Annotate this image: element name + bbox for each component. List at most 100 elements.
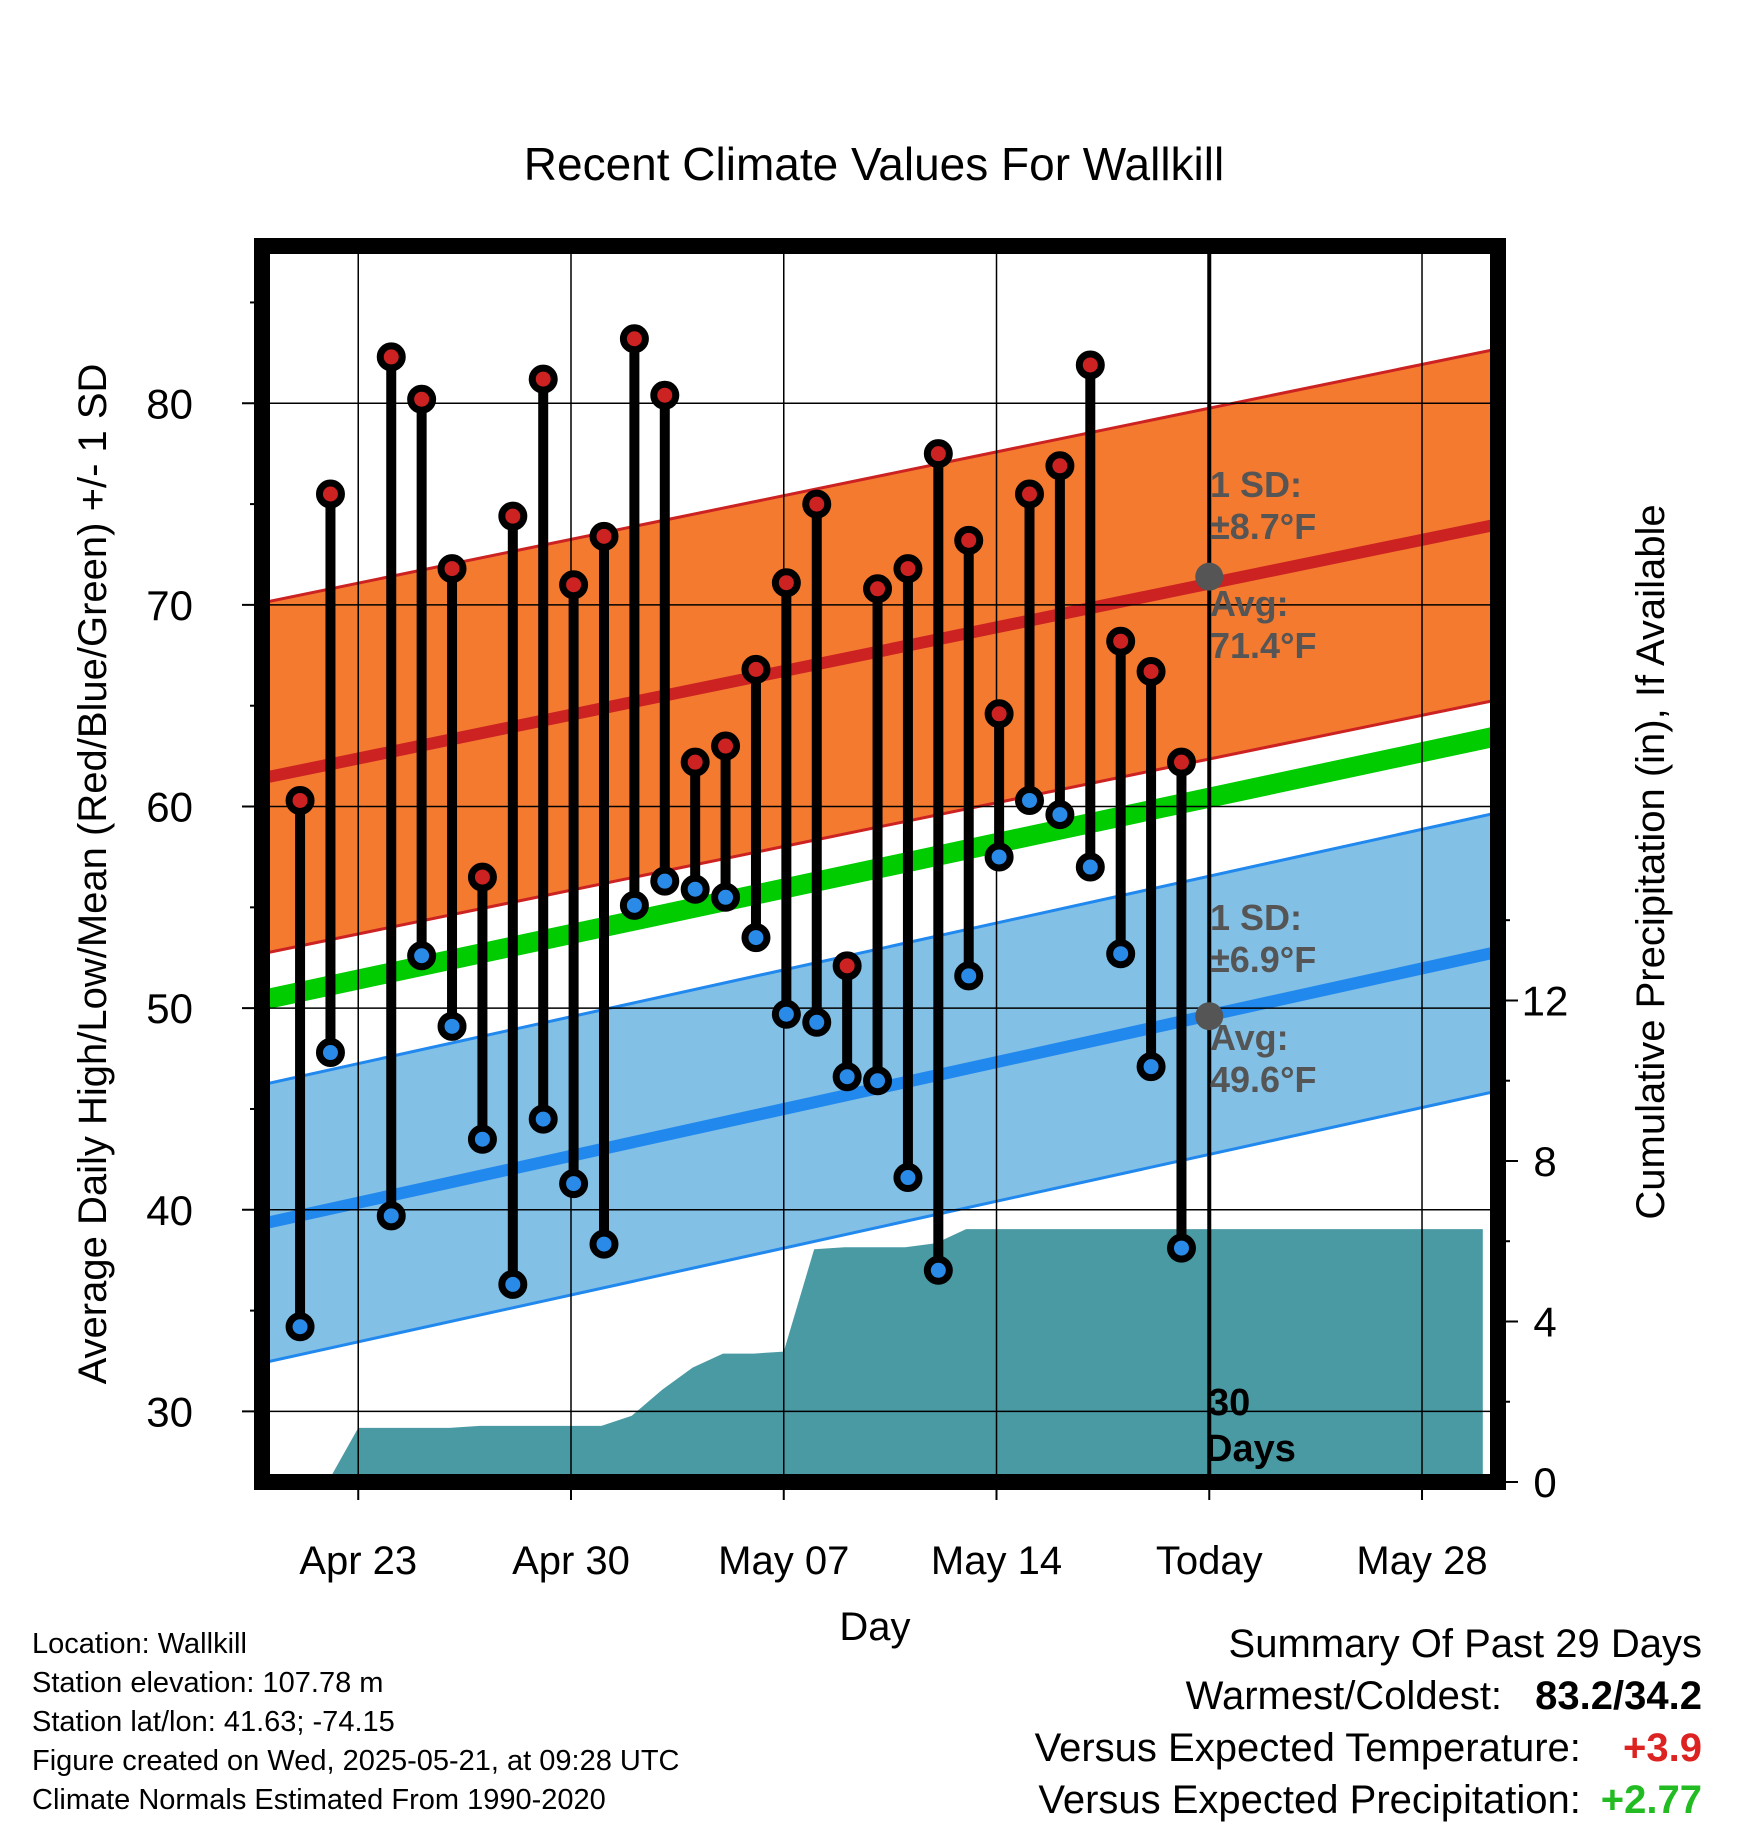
daily-high-point — [1075, 350, 1105, 380]
daily-low-point — [863, 1066, 893, 1096]
daily-low-point — [893, 1163, 923, 1193]
daily-low-point — [1015, 785, 1045, 815]
daily-high-point — [650, 380, 680, 410]
warmest-coldest-value: 83.2/34.2 — [1535, 1674, 1702, 1718]
low-average-annotation-line: 49.6°F — [1210, 1059, 1316, 1100]
x-tick-label: May 07 — [718, 1539, 849, 1583]
daily-high-point — [376, 342, 406, 372]
y-tick-label: 40 — [146, 1187, 193, 1234]
low-average-annotation-line: Avg: — [1210, 1017, 1289, 1058]
precipitation-departure-value: +2.77 — [1600, 1778, 1702, 1822]
daily-low-point — [589, 1229, 619, 1259]
y-axis-title: Average Daily High/Low/Mean (Red/Blue/Gr… — [71, 364, 115, 1385]
daily-high-point — [711, 731, 741, 761]
high-sd-annotation-line: 1 SD: — [1210, 464, 1302, 505]
y-tick-label: 50 — [146, 985, 193, 1032]
low-sd-annotation-line: ±6.9°F — [1210, 939, 1316, 980]
today-days-label: 30 Days — [1205, 1382, 1296, 1470]
daily-low-point — [1166, 1233, 1196, 1263]
daily-low-point — [741, 923, 771, 953]
daily-high-point — [619, 324, 649, 354]
daily-low-point — [1136, 1052, 1166, 1082]
low-sd-band-lower-edge — [262, 1089, 1498, 1365]
high-sd-band-upper-edge — [262, 347, 1498, 605]
daily-low-point — [984, 842, 1014, 872]
high-average-annotation: Avg: 71.4°F — [1210, 583, 1316, 666]
daily-high-point — [923, 439, 953, 469]
daily-low-point — [680, 874, 710, 904]
today-high-average-point — [1195, 562, 1224, 591]
created-text: Figure created on Wed, 2025-05-21, at 09… — [32, 1745, 680, 1777]
temperature-departure-label: Versus Expected Temperature: — [1034, 1726, 1581, 1770]
low-sd-annotation: 1 SD: ±6.9°F — [1210, 897, 1316, 980]
daily-low-point — [1045, 800, 1075, 830]
daily-low-point — [923, 1255, 953, 1285]
daily-low-point — [528, 1104, 558, 1134]
y-tick-label: 30 — [146, 1388, 193, 1435]
daily-low-point — [498, 1269, 528, 1299]
x-tick-label: Apr 23 — [299, 1539, 417, 1583]
x-tick-label: May 14 — [931, 1539, 1062, 1583]
daily-high-point — [771, 568, 801, 598]
daily-high-point — [437, 554, 467, 584]
daily-high-point — [832, 951, 862, 981]
daily-low-point — [467, 1124, 497, 1154]
daily-low-point — [1106, 939, 1136, 969]
latlon-text: Station lat/lon: 41.63; -74.15 — [32, 1706, 395, 1738]
right-y-tick-label: 12 — [1522, 977, 1569, 1024]
warmest-coldest-label: Warmest/Coldest: — [1185, 1674, 1503, 1718]
daily-high-point — [893, 554, 923, 584]
daily-low-point — [437, 1011, 467, 1041]
right-y-tick-label: 4 — [1533, 1298, 1556, 1345]
daily-high-point — [1136, 656, 1166, 686]
daily-low-point — [407, 941, 437, 971]
x-axis-title: Day — [839, 1605, 910, 1649]
daily-high-point — [1106, 626, 1136, 656]
data-marks — [285, 324, 1224, 1342]
daily-low-point — [650, 866, 680, 896]
daily-high-point — [407, 384, 437, 414]
low-average-annotation: Avg: 49.6°F — [1210, 1017, 1316, 1100]
normals-text: Climate Normals Estimated From 1990-2020 — [32, 1784, 606, 1816]
elevation-text: Station elevation: 107.78 m — [32, 1667, 384, 1699]
precipitation-departure-label: Versus Expected Precipitation: — [1038, 1778, 1581, 1822]
x-tick-label: Apr 30 — [512, 1539, 630, 1583]
daily-low-point — [1075, 852, 1105, 882]
axes: 30 40 50 60 70 80 0 4 8 12 Apr 23 Apr 30 May 07 May 1… — [71, 238, 1673, 1649]
summary-panel: Summary Of Past 29 Days Warmest/Coldest:… — [1035, 1618, 1702, 1826]
daily-high-point — [559, 570, 589, 600]
daily-low-point — [802, 1007, 832, 1037]
today-days-label-line: 30 — [1208, 1382, 1250, 1424]
daily-high-point — [528, 364, 558, 394]
daily-high-point — [863, 574, 893, 604]
right-y-tick-label: 0 — [1533, 1459, 1556, 1506]
y-tick-label: 80 — [146, 380, 193, 427]
daily-high-point — [741, 654, 771, 684]
daily-high-point — [315, 479, 345, 509]
daily-high-point — [680, 747, 710, 777]
daily-low-point — [285, 1312, 315, 1342]
location-text: Location: Wallkill — [32, 1628, 247, 1660]
daily-high-point — [285, 785, 315, 815]
daily-high-point — [589, 521, 619, 551]
daily-high-point — [1045, 451, 1075, 481]
precipitation-area — [327, 1229, 1483, 1482]
daily-low-point — [315, 1038, 345, 1068]
daily-high-point — [1166, 747, 1196, 777]
low-sd-annotation-line: 1 SD: — [1210, 897, 1302, 938]
daily-low-point — [376, 1201, 406, 1231]
daily-low-point — [619, 890, 649, 920]
daily-low-point — [559, 1169, 589, 1199]
daily-high-point — [954, 525, 984, 555]
today-low-average-point — [1195, 1002, 1224, 1031]
daily-low-point — [711, 882, 741, 912]
temperature-departure-value: +3.9 — [1623, 1726, 1702, 1770]
y-tick-label: 60 — [146, 784, 193, 831]
daily-high-point — [467, 862, 497, 892]
daily-low-point — [771, 999, 801, 1029]
station-info: Location: Wallkill Station elevation: 10… — [32, 1625, 680, 1820]
daily-high-point — [802, 489, 832, 519]
high-sd-annotation: 1 SD: ±8.7°F — [1210, 464, 1316, 547]
